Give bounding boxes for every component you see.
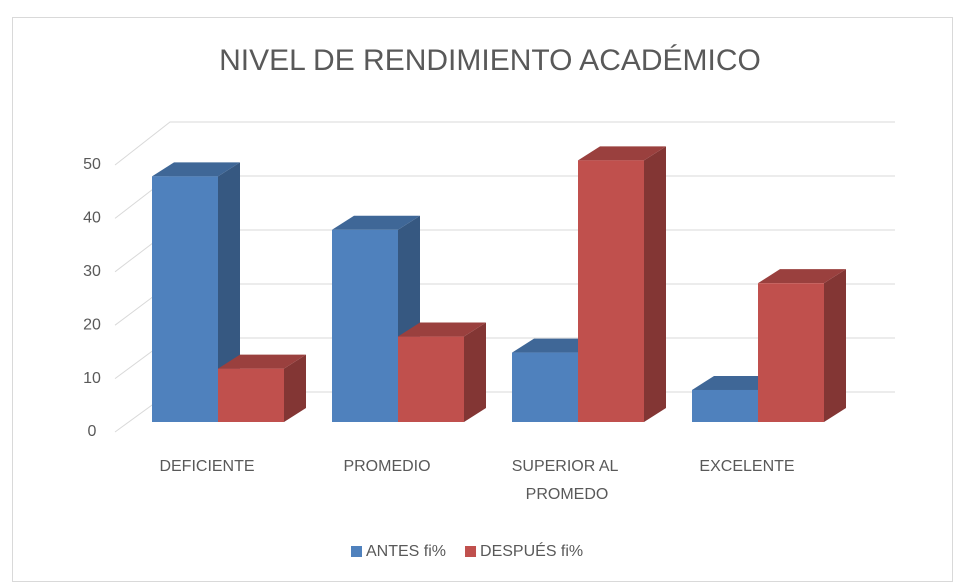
y-tick-label: 0 — [88, 423, 97, 440]
bar — [758, 269, 846, 422]
x-tick-label: DEFICIENTE — [159, 458, 254, 475]
bar-top — [218, 354, 306, 369]
bar — [578, 146, 666, 422]
y-tick-label: 10 — [83, 370, 101, 387]
bar-side — [218, 162, 240, 423]
y-tick-label: 50 — [83, 156, 101, 173]
bar-front — [512, 352, 578, 422]
bar-front — [758, 283, 824, 422]
bar — [218, 354, 306, 422]
legend-label: ANTES fi% — [366, 543, 446, 560]
x-tick-label: EXCELENTE — [699, 458, 794, 475]
bar-side — [644, 146, 666, 422]
bar — [398, 322, 486, 422]
y-tick-label: 30 — [83, 263, 101, 280]
legend-swatch — [465, 546, 477, 557]
chart-title: NIVEL DE RENDIMIENTO ACADÉMICO — [219, 44, 761, 77]
legend-label: DESPUÉS fi% — [480, 541, 583, 560]
bar-top — [758, 269, 846, 284]
y-tick-label: 20 — [83, 316, 101, 333]
legend-swatch — [351, 546, 362, 557]
bar-side — [464, 322, 486, 422]
bar-side — [284, 354, 306, 422]
x-tick-label: PROMEDIO — [343, 458, 430, 475]
y-tick-label: 40 — [83, 210, 101, 227]
bar-front — [398, 336, 464, 422]
bar-top — [332, 215, 420, 230]
bar — [152, 162, 240, 423]
bar-front — [332, 229, 398, 422]
bar-top — [398, 322, 486, 337]
bar-side — [824, 269, 846, 422]
bar-front — [692, 389, 758, 422]
bar-front — [152, 176, 218, 422]
bar-top — [578, 146, 666, 161]
x-tick-label: SUPERIOR AL PROMEDO — [512, 458, 623, 503]
bar-front — [218, 368, 284, 422]
bar-front — [578, 160, 644, 422]
grid-line — [114, 121, 895, 166]
bar-top — [152, 162, 240, 177]
